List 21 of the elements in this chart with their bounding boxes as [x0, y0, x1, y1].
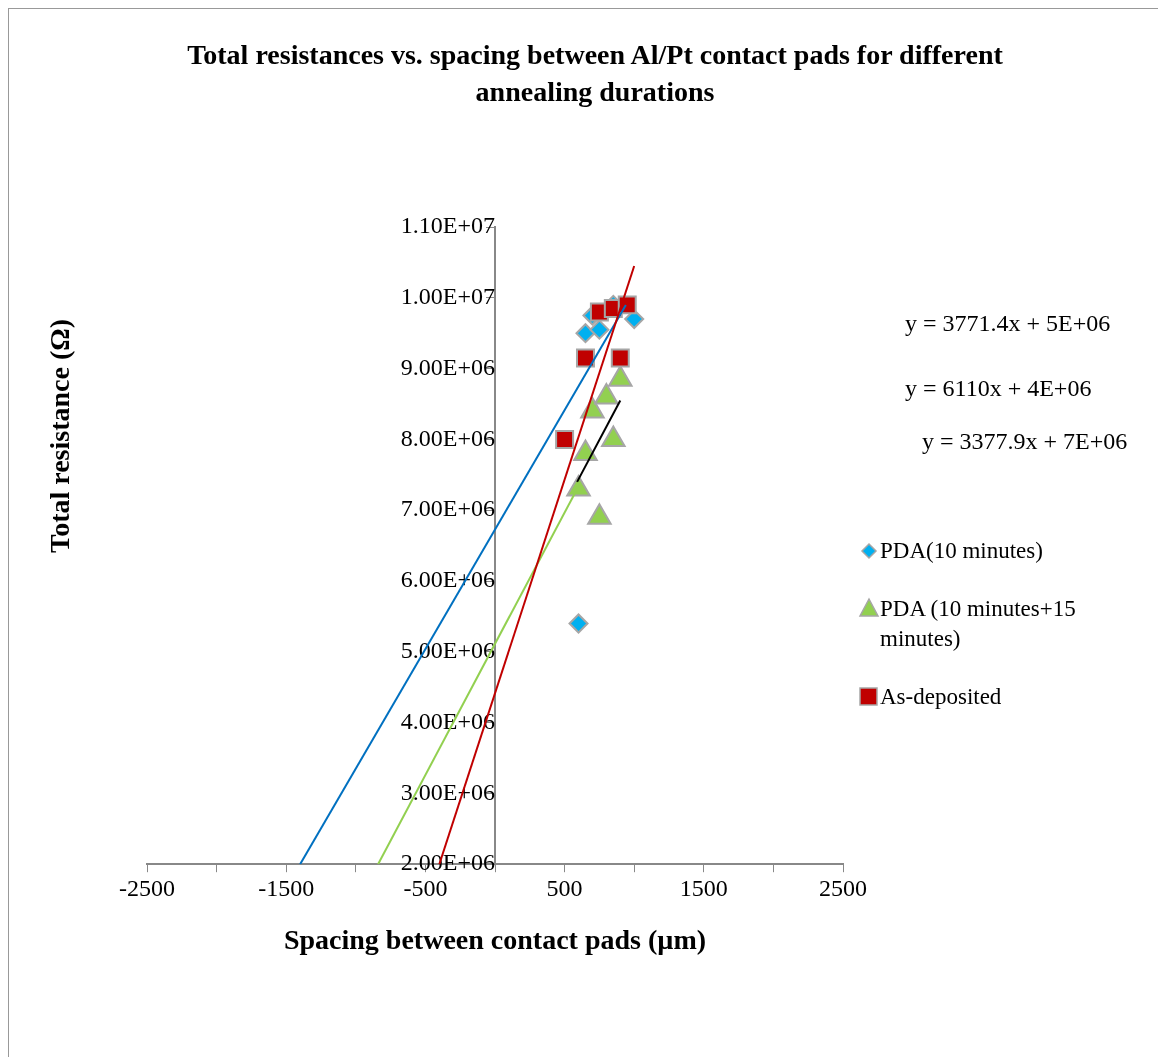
y-tick-label: 7.00E+06 — [400, 495, 495, 522]
x-tick-label: 2500 — [819, 874, 867, 901]
y-axis-title: Total resistance (Ω) — [44, 319, 76, 553]
x-tick-label: -2500 — [119, 874, 175, 901]
legend-label: PDA(10 minutes) — [880, 537, 1043, 565]
x-tick-label: 500 — [546, 874, 583, 901]
text: y = 6110x + 4E+06 — [905, 375, 1092, 402]
y-tick-label: 9.00E+06 — [400, 353, 495, 380]
x-tick-label: -500 — [403, 874, 448, 901]
x-axis-title: Spacing between contact pads (µm) — [282, 924, 708, 956]
x-tick-label: -1500 — [258, 874, 315, 901]
y-tick-label: 1.00E+07 — [400, 283, 495, 310]
legend-label: As-deposited — [880, 683, 1002, 711]
text: y = 3377.9x + 7E+06 — [922, 428, 1128, 455]
y-tick-label: 2.00E+06 — [400, 849, 495, 876]
y-tick-label: 8.00E+06 — [400, 424, 495, 451]
chart-title: Total resistances vs. spacing between Al/Pt contact pads for different annealing durations — [186, 38, 1004, 109]
legend-label: PDA (10 minutes+15 minutes) — [880, 595, 1077, 653]
y-tick-label: 1.10E+07 — [400, 212, 495, 239]
x-tick-label: 1500 — [679, 874, 728, 901]
text: y = 3771.4x + 5E+06 — [905, 310, 1111, 337]
